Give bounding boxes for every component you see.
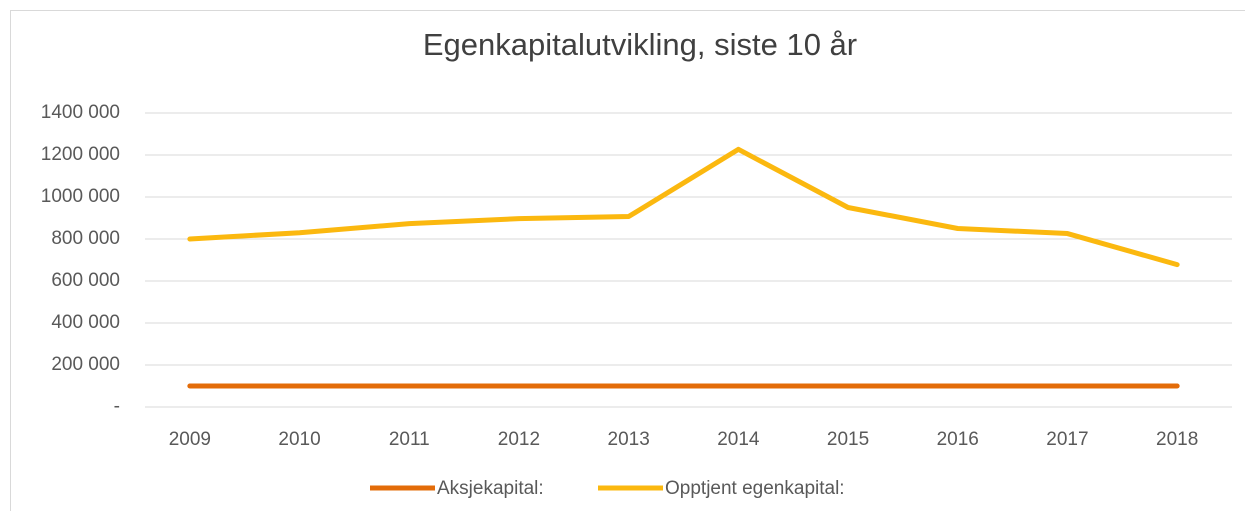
legend-label: Opptjent egenkapital: [665, 478, 845, 499]
y-tick-label: 600 000 [51, 270, 120, 291]
x-tick-label: 2015 [827, 429, 869, 450]
x-tick-label: 2013 [608, 429, 650, 450]
x-tick-label: 2017 [1046, 429, 1088, 450]
y-tick-label: 1000 000 [41, 186, 120, 207]
chart-title: Egenkapitalutvikling, siste 10 år [423, 27, 857, 62]
x-tick-label: 2014 [717, 429, 760, 450]
y-tick-label: 400 000 [51, 312, 120, 333]
x-tick-label: 2012 [498, 429, 540, 450]
x-tick-label: 2011 [389, 429, 430, 450]
x-tick-label: 2010 [278, 429, 320, 450]
y-tick-label: 800 000 [51, 228, 120, 249]
y-tick-label: - [114, 396, 120, 417]
x-tick-label: 2018 [1156, 429, 1198, 450]
x-tick-label: 2016 [937, 429, 979, 450]
y-tick-label: 1200 000 [41, 144, 120, 165]
y-tick-label: 200 000 [51, 354, 120, 375]
series-line [190, 149, 1177, 264]
x-tick-label: 2009 [169, 429, 211, 450]
y-tick-label: 1400 000 [41, 102, 120, 123]
legend-label: Aksjekapital: [437, 478, 544, 499]
